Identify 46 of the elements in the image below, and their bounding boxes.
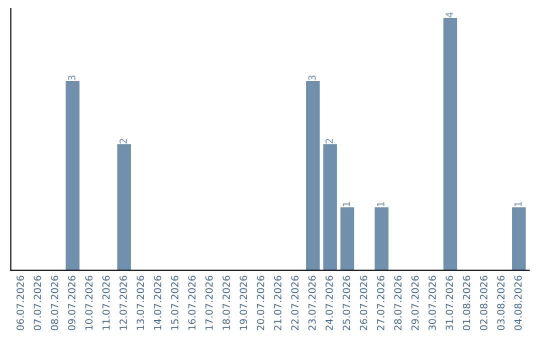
- x-tick-label: 09.07.2026: [68, 276, 76, 330]
- bar: [306, 81, 320, 270]
- bar: [340, 207, 354, 270]
- data-label: 1: [342, 202, 350, 206]
- x-tick-label: 24.07.2026: [326, 276, 333, 330]
- bar: [117, 144, 131, 270]
- x-tick-label: 16.07.2026: [188, 276, 196, 330]
- x-tick-label: 13.07.2026: [136, 276, 144, 330]
- data-label: 1: [514, 202, 522, 206]
- x-tick-label: 11.07.2026: [102, 276, 110, 330]
- x-tick-label: 28.07.2026: [394, 276, 402, 330]
- x-tick-label: 25.07.2026: [342, 276, 350, 330]
- data-label: 2: [326, 138, 333, 144]
- x-tick-label: 27.07.2026: [377, 276, 384, 330]
- x-tick-label: 17.07.2026: [205, 276, 213, 330]
- x-tick-label: 15.07.2026: [171, 276, 178, 330]
- x-tick-label: 22.07.2026: [291, 276, 299, 330]
- x-tick-label: 18.07.2026: [222, 276, 230, 330]
- x-tick-label: 21.07.2026: [274, 276, 282, 330]
- x-tick-label: 07.07.2026: [34, 276, 42, 330]
- x-tick-label: 03.08.2026: [497, 276, 505, 330]
- bar: [374, 207, 388, 270]
- x-tick-label: 31.07.2026: [446, 276, 454, 330]
- data-label: 1: [377, 202, 384, 206]
- x-tick-label: 08.07.2026: [50, 276, 58, 330]
- x-tick-label: 30.07.2026: [428, 276, 436, 330]
- x-tick-label: 10.07.2026: [85, 276, 93, 330]
- data-label: 3: [308, 76, 316, 80]
- x-tick-label: 23.07.2026: [308, 276, 316, 330]
- x-tick-label: 19.07.2026: [240, 276, 248, 330]
- data-label: 2: [120, 138, 127, 144]
- x-tick-label: 12.07.2026: [120, 276, 127, 330]
- bar: [66, 81, 80, 270]
- x-tick-label: 01.08.2026: [462, 276, 470, 330]
- x-tick-label: 26.07.2026: [360, 276, 368, 330]
- x-tick-label: 29.07.2026: [411, 276, 419, 330]
- x-tick-label: 06.07.2026: [16, 276, 24, 330]
- x-tick-label: 14.07.2026: [154, 276, 162, 330]
- bar: [512, 207, 526, 270]
- bar: [443, 18, 458, 270]
- data-label: 3: [68, 76, 76, 80]
- bar: [323, 144, 337, 270]
- x-tick-label: 04.08.2026: [514, 276, 522, 330]
- x-tick-label: 20.07.2026: [256, 276, 264, 330]
- x-tick-label: 02.08.2026: [480, 276, 488, 330]
- data-label: 4: [446, 12, 453, 18]
